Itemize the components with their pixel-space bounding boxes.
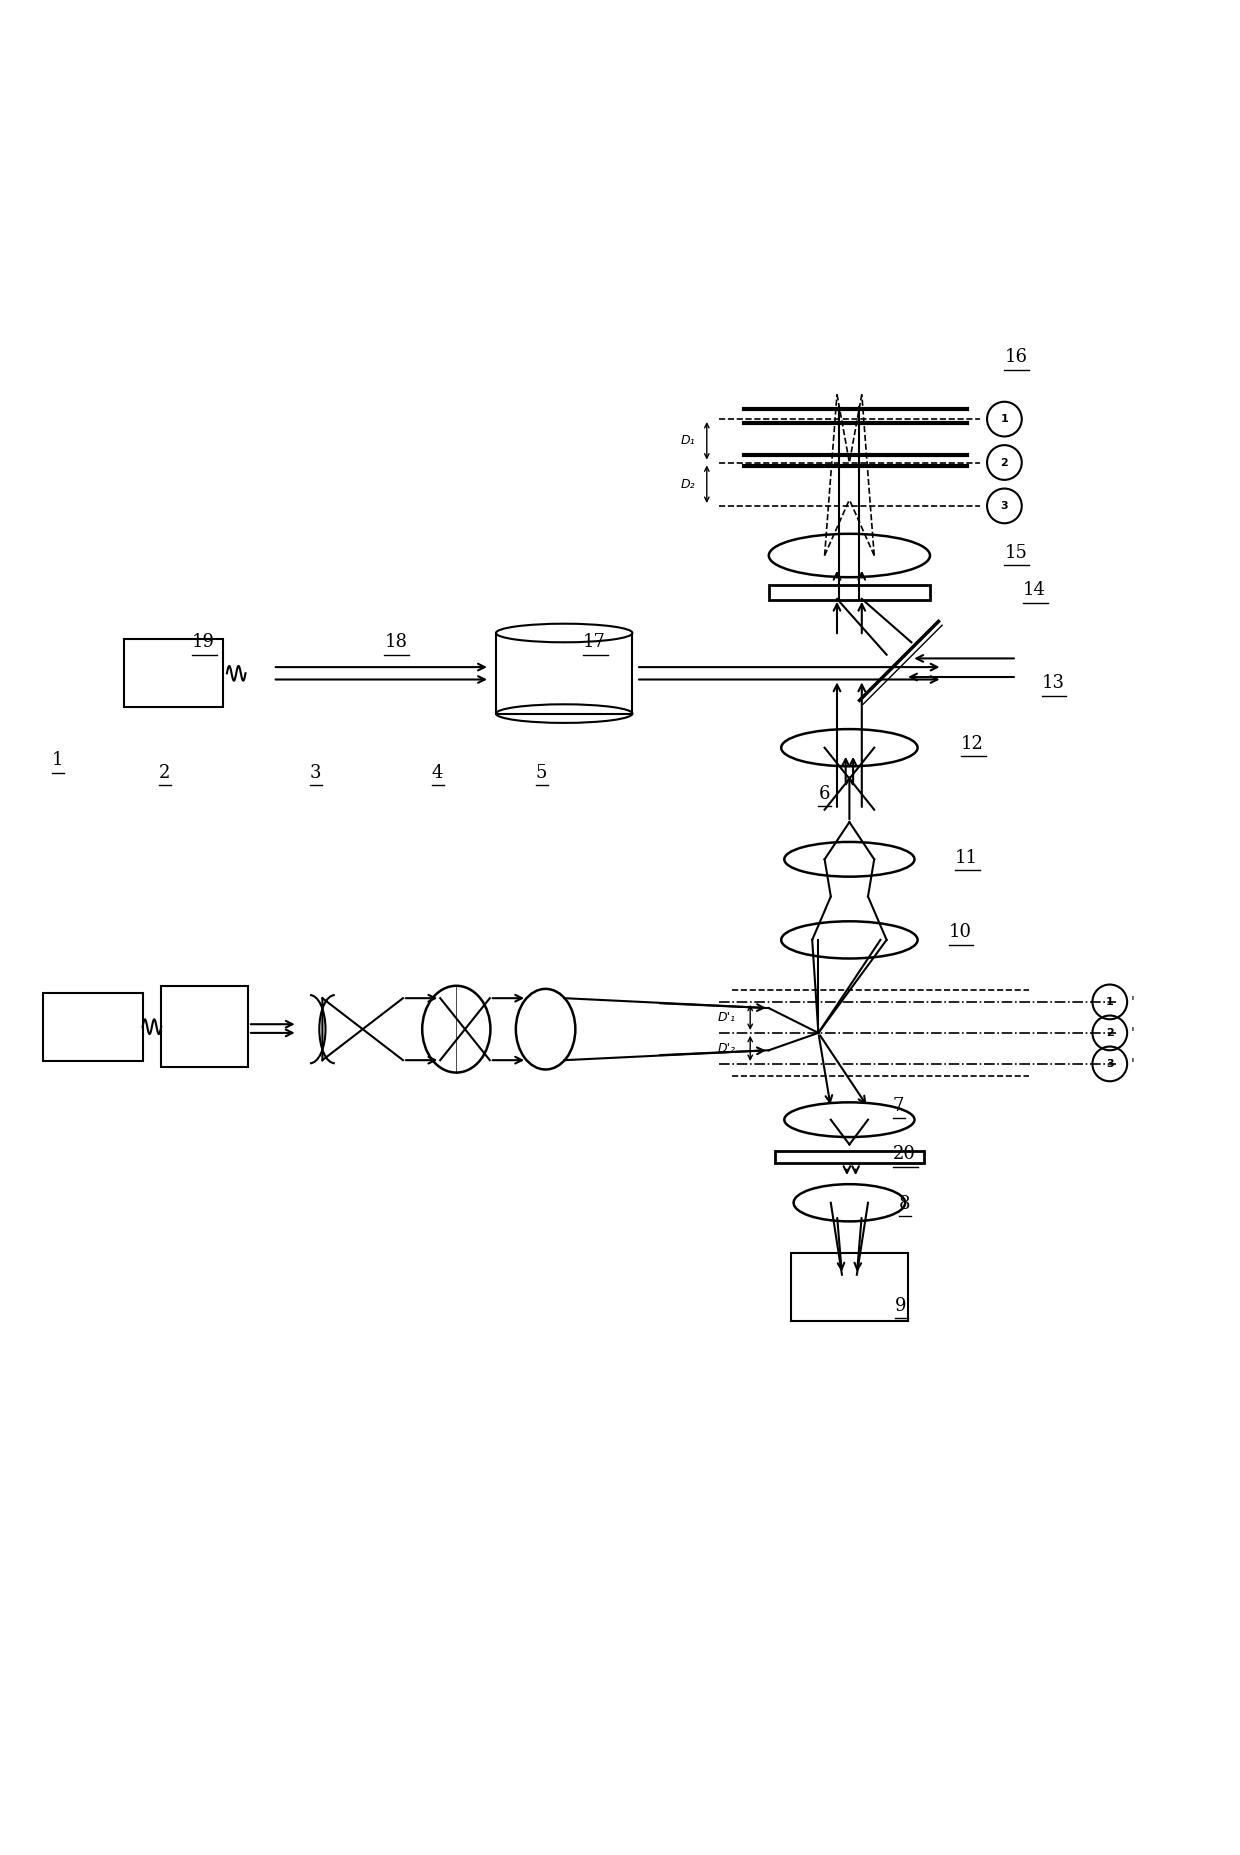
Text: ': ' (1131, 1026, 1135, 1041)
Text: 18: 18 (384, 633, 408, 651)
Text: 1: 1 (1001, 414, 1008, 425)
Text: D₂: D₂ (681, 479, 696, 492)
Text: 12: 12 (961, 735, 983, 753)
Text: D'₁: D'₁ (717, 1011, 735, 1024)
Text: 13: 13 (1042, 673, 1065, 692)
Bar (124, 640, 223, 707)
Text: ': ' (1131, 1057, 1135, 1070)
Text: 1: 1 (52, 751, 63, 770)
Text: 19: 19 (192, 633, 216, 651)
Text: 16: 16 (1004, 349, 1028, 365)
Text: ': ' (1131, 994, 1135, 1009)
Text: 10: 10 (949, 924, 972, 942)
Ellipse shape (496, 623, 632, 642)
Text: 3: 3 (1106, 1059, 1114, 1068)
Text: 2: 2 (1001, 458, 1008, 467)
Text: 14: 14 (1023, 581, 1045, 599)
Text: 7: 7 (893, 1096, 904, 1115)
Text: 5: 5 (536, 764, 547, 781)
Text: 9: 9 (895, 1297, 906, 1315)
Text: 17: 17 (583, 633, 605, 651)
Text: 6: 6 (818, 785, 830, 803)
Text: D'₂: D'₂ (717, 1043, 735, 1055)
Text: 4: 4 (432, 764, 443, 781)
FancyBboxPatch shape (775, 1150, 924, 1163)
Text: 15: 15 (1004, 544, 1027, 562)
Text: D₁: D₁ (681, 434, 696, 447)
Text: 20: 20 (893, 1145, 915, 1163)
Text: 8: 8 (899, 1195, 910, 1213)
Text: 1: 1 (1106, 996, 1114, 1007)
Bar (43, 992, 143, 1061)
FancyBboxPatch shape (769, 586, 930, 601)
Bar (496, 633, 632, 714)
Text: 11: 11 (955, 850, 978, 866)
Text: 3: 3 (310, 764, 321, 781)
Bar (161, 987, 248, 1067)
Text: 2: 2 (1106, 1028, 1114, 1039)
Text: 3: 3 (1001, 501, 1008, 510)
Text: 2: 2 (159, 764, 170, 781)
Bar (791, 1252, 908, 1321)
